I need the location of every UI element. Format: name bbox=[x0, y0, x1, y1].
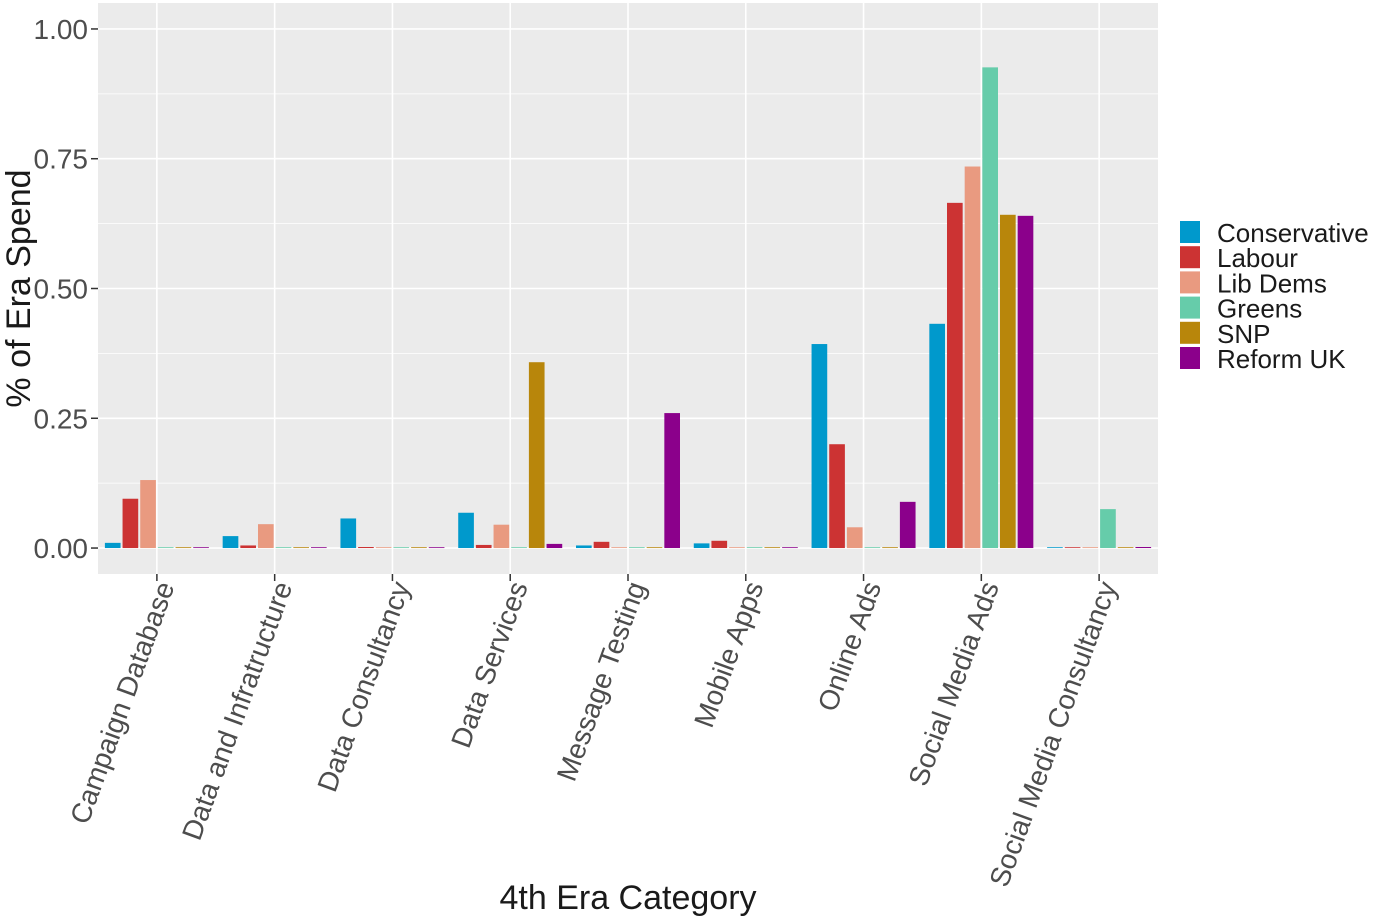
bar-greens bbox=[511, 547, 527, 549]
bar-lib-dems bbox=[1082, 547, 1099, 549]
bar-reform-uk bbox=[546, 543, 563, 549]
bar-snp bbox=[882, 547, 898, 549]
legend-label: Reform UK bbox=[1217, 344, 1346, 374]
bar-snp bbox=[646, 547, 663, 549]
bar-greens bbox=[275, 547, 292, 549]
legend-swatch bbox=[1180, 296, 1200, 319]
x-tick-label: Data Services bbox=[445, 577, 534, 751]
bar-reform-uk bbox=[1017, 215, 1034, 549]
x-tick-label: Campaign Database bbox=[64, 577, 180, 827]
bar-lib-dems bbox=[375, 547, 392, 549]
bar-labour bbox=[1064, 547, 1081, 549]
x-tick-label: Data Consultancy bbox=[311, 577, 416, 795]
bar-lib-dems bbox=[140, 480, 156, 549]
legend-swatch bbox=[1180, 321, 1200, 344]
bar-snp bbox=[293, 547, 309, 549]
bar-reform-uk bbox=[428, 547, 445, 549]
legend-label: Greens bbox=[1217, 294, 1302, 324]
bar-greens bbox=[982, 67, 998, 549]
x-tick-label: Social Media Consultancy bbox=[983, 577, 1122, 890]
grid-lines bbox=[98, 3, 1158, 574]
bar-conservative bbox=[458, 512, 474, 549]
x-tick-label: Social Media Ads bbox=[902, 577, 1005, 789]
x-tick-label: Message Testing bbox=[551, 577, 652, 785]
legend-label: SNP bbox=[1217, 319, 1270, 349]
bar-conservative bbox=[222, 536, 239, 549]
bar-lib-dems bbox=[611, 547, 627, 549]
bar-greens bbox=[864, 547, 881, 549]
y-axis: 0.00 0.25 0.50 0.75 1.00 bbox=[34, 14, 98, 564]
bar-conservative bbox=[1047, 547, 1063, 549]
bar-labour bbox=[947, 202, 963, 549]
bar-conservative bbox=[576, 545, 592, 549]
bar-snp bbox=[411, 547, 427, 549]
bar-labour bbox=[122, 498, 139, 549]
legend-label: Labour bbox=[1217, 243, 1298, 273]
bar-snp bbox=[1000, 214, 1016, 549]
x-tick-label: Mobile Apps bbox=[688, 577, 769, 731]
bar-snp bbox=[528, 362, 545, 549]
y-tick-label: 0.50 bbox=[34, 274, 89, 305]
bar-conservative bbox=[340, 518, 357, 549]
bar-reform-uk bbox=[193, 547, 209, 549]
bar-greens bbox=[629, 547, 645, 549]
x-tick-label: Online Ads bbox=[812, 577, 887, 715]
bar-snp bbox=[1117, 547, 1134, 549]
legend-swatch bbox=[1180, 271, 1200, 294]
legend-swatch bbox=[1180, 221, 1200, 243]
bar-reform-uk bbox=[782, 547, 798, 549]
y-tick-label: 1.00 bbox=[34, 14, 89, 45]
legend-label: Lib Dems bbox=[1217, 268, 1327, 298]
bar-labour bbox=[240, 545, 256, 549]
bar-labour bbox=[358, 547, 374, 549]
bar-lib-dems bbox=[729, 547, 745, 549]
bar-lib-dems bbox=[846, 527, 863, 549]
bar-labour bbox=[711, 540, 728, 549]
y-tick-label: 0.00 bbox=[34, 533, 89, 564]
bar-conservative bbox=[693, 543, 710, 549]
bar-labour bbox=[475, 544, 492, 549]
x-tick-label: Data and Infratructure bbox=[176, 577, 298, 844]
bar-labour bbox=[829, 444, 845, 549]
legend-label: Conservative bbox=[1217, 218, 1369, 248]
bar-greens bbox=[746, 547, 763, 549]
bar-reform-uk bbox=[899, 501, 916, 549]
bar-snp bbox=[764, 547, 781, 549]
bar-reform-uk bbox=[311, 547, 327, 549]
bar-greens bbox=[1100, 509, 1116, 549]
bar-greens bbox=[393, 547, 410, 549]
bar-lib-dems bbox=[964, 166, 981, 549]
bar-labour bbox=[593, 541, 610, 549]
bar-snp bbox=[175, 547, 192, 549]
bar-conservative bbox=[104, 542, 121, 549]
bars bbox=[104, 67, 1152, 549]
bar-conservative bbox=[811, 344, 828, 549]
y-axis-title: % of Era Spend bbox=[0, 169, 38, 407]
legend-swatch bbox=[1180, 246, 1200, 269]
y-tick-label: 0.75 bbox=[34, 144, 89, 175]
bar-conservative bbox=[929, 323, 945, 549]
bar-lib-dems bbox=[258, 524, 274, 549]
x-axis-title: 4th Era Category bbox=[499, 879, 756, 917]
bar-reform-uk bbox=[1135, 547, 1152, 549]
bar-greens bbox=[157, 547, 174, 549]
bar-reform-uk bbox=[664, 413, 680, 549]
legend-swatch bbox=[1180, 347, 1200, 369]
bar-lib-dems bbox=[493, 524, 510, 549]
y-tick-label: 0.25 bbox=[34, 403, 89, 434]
